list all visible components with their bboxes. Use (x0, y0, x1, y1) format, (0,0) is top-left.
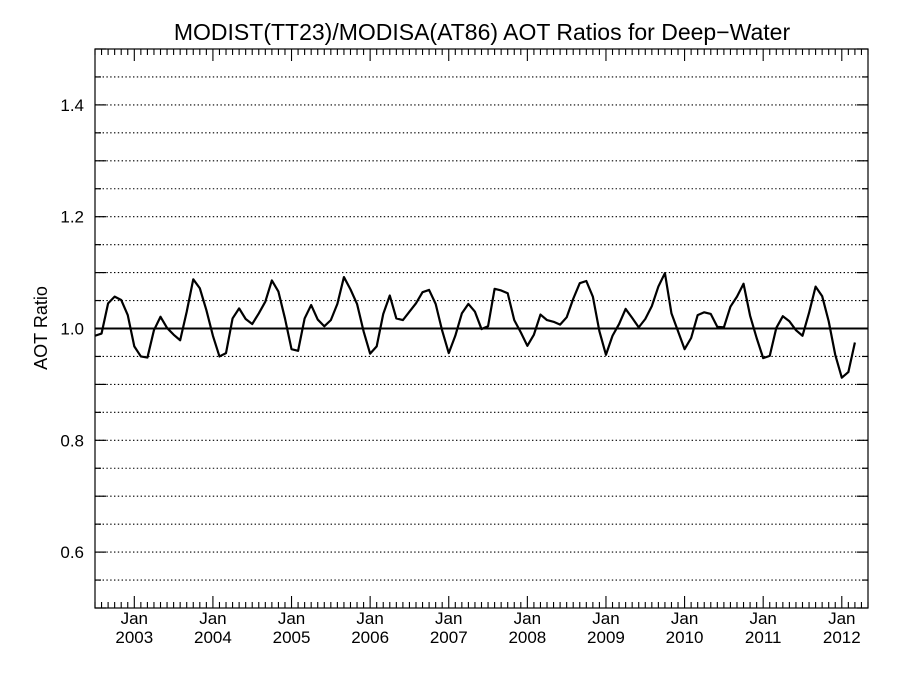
series-group (94, 272, 856, 379)
y-tick-label: 0.6 (60, 543, 84, 562)
y-tick-label: 0.8 (60, 431, 84, 450)
x-tick-label-month: Jan (199, 609, 226, 628)
series-line (94, 272, 856, 379)
y-tick-label: 1.0 (60, 320, 84, 339)
x-tick-label-year: 2009 (587, 628, 625, 647)
x-tick-label-year: 2011 (745, 628, 782, 647)
x-tick-label-year: 2007 (430, 628, 468, 647)
y-axis: 0.6 0.8 1.0 1.2 1.4 (60, 48, 868, 609)
x-tick-label-month: Jan (514, 609, 541, 628)
x-tick-label-month: Jan (749, 609, 776, 628)
x-tick-label-year: 2012 (823, 628, 861, 647)
x-tick-label-year: 2006 (351, 628, 389, 647)
y-tick-label: 1.2 (60, 208, 84, 227)
x-tick-label-year: 2003 (115, 628, 153, 647)
x-tick-label-month: Jan (828, 609, 855, 628)
x-tick-label-month: Jan (278, 609, 305, 628)
x-tick-label-year: 2005 (273, 628, 311, 647)
chart-title: MODIST(TT23)/MODISA(AT86) AOT Ratios for… (174, 19, 791, 45)
x-tick-label-year: 2010 (666, 628, 704, 647)
x-tick-label-year: 2004 (194, 628, 232, 647)
y-tick-label: 1.4 (60, 96, 84, 115)
x-axis: Jan2003Jan2004Jan2005Jan2006Jan2007Jan20… (94, 49, 869, 647)
x-tick-label-year: 2008 (508, 628, 546, 647)
y-axis-label: AOT Ratio (31, 286, 51, 370)
x-tick-label-month: Jan (356, 609, 383, 628)
x-tick-label-month: Jan (121, 609, 148, 628)
x-tick-label-month: Jan (435, 609, 462, 628)
x-tick-label-month: Jan (592, 609, 619, 628)
x-tick-label-month: Jan (671, 609, 698, 628)
